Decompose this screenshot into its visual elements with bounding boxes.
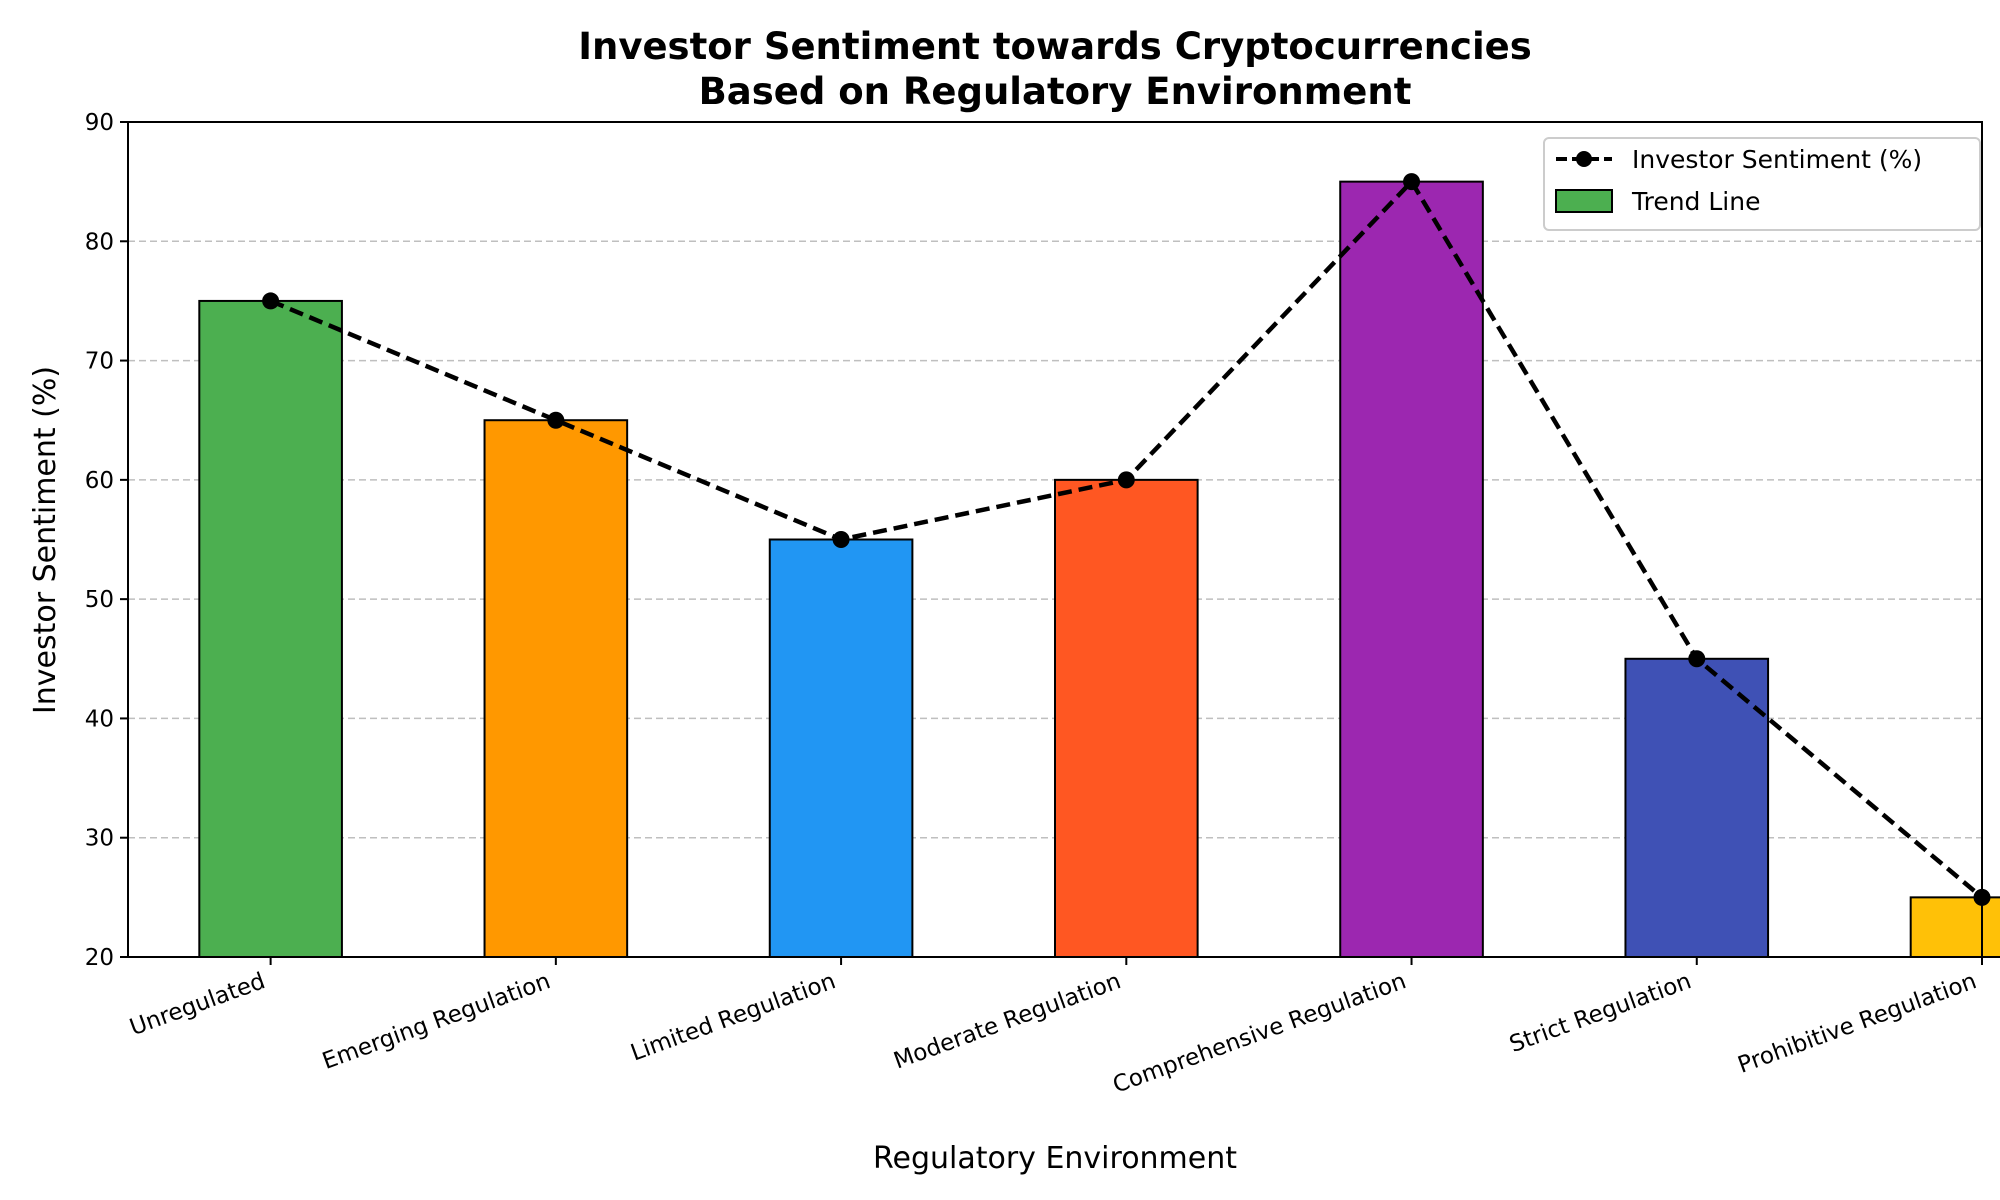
x-tick-label-1: Emerging Regulation <box>319 968 554 1075</box>
x-tick-label-6: Prohibitive Regulation <box>1735 968 1980 1079</box>
y-tick-label-90: 90 <box>85 110 114 136</box>
x-tick-label-5: Strict Regulation <box>1506 968 1695 1058</box>
trend-point-2 <box>832 531 850 548</box>
x-tick-label-4: Comprehensive Regulation <box>1110 968 1410 1098</box>
legend-line-marker <box>1576 151 1592 167</box>
chart-title-line2: Based on Regulatory Environment <box>699 70 1412 113</box>
y-tick-label-70: 70 <box>85 349 114 375</box>
bar-3 <box>1054 478 1199 958</box>
y-axis-ticks: 20 30 40 50 60 70 80 90 <box>85 110 128 971</box>
legend: Investor Sentiment (%) Trend Line <box>1543 137 1981 231</box>
y-tick-label-60: 60 <box>85 468 114 494</box>
bar-4 <box>1339 180 1484 958</box>
trend-point-0 <box>262 292 280 310</box>
y-tick-label-80: 80 <box>85 229 114 255</box>
x-tick-label-2: Limited Regulation <box>627 968 839 1066</box>
bar-0 <box>198 299 343 958</box>
trend-line <box>262 173 1991 906</box>
chart-title-line1: Investor Sentiment towards Cryptocurrenc… <box>578 25 1532 68</box>
x-tick-label-3: Moderate Regulation <box>890 968 1124 1074</box>
plot-frame <box>127 121 1983 958</box>
legend-patch-swatch <box>1555 189 1613 213</box>
trend-point-5 <box>1688 650 1706 668</box>
bar-1 <box>483 419 629 958</box>
bar-5 <box>1624 657 1770 958</box>
trend-point-4 <box>1403 173 1421 191</box>
bars <box>198 180 2000 958</box>
y-axis-label: Investor Sentiment (%) <box>28 366 63 714</box>
x-tick-label-0: Unregulated <box>126 968 268 1041</box>
x-axis-label: Regulatory Environment <box>873 1141 1237 1176</box>
y-tick-label-40: 40 <box>85 706 114 732</box>
trend-point-3 <box>1117 471 1135 489</box>
legend-box <box>1543 137 1981 231</box>
legend-entry-sentiment: Investor Sentiment (%) <box>1632 145 1922 174</box>
y-tick-label-20: 20 <box>85 945 114 971</box>
legend-entry-trend: Trend Line <box>1631 187 1760 216</box>
bar-2 <box>768 538 914 958</box>
trend-point-1 <box>547 411 565 429</box>
bar-6 <box>1909 896 2000 958</box>
y-tick-label-50: 50 <box>85 587 114 613</box>
x-axis-ticks: Unregulated Emerging Regulation Limited Re… <box>126 957 1983 1099</box>
y-tick-label-30: 30 <box>85 826 114 852</box>
